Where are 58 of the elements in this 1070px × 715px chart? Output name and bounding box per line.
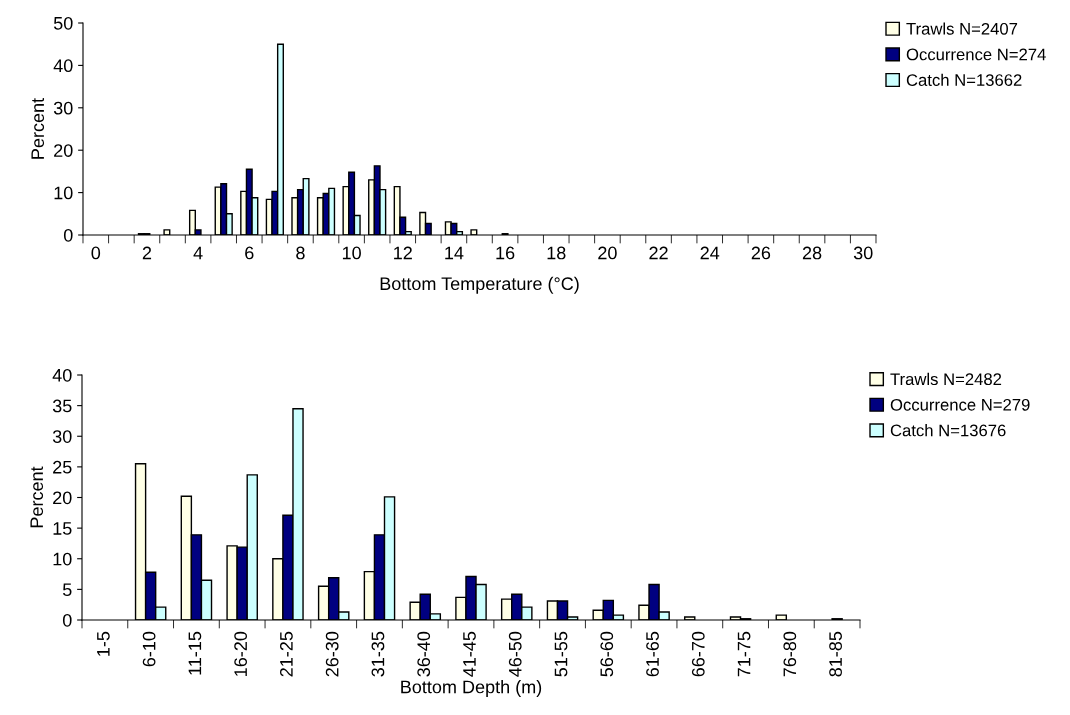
legend-label: Trawls N=2407	[906, 22, 1018, 35]
y-axis-title: Percent	[31, 98, 45, 159]
x-tick-label: 8	[296, 246, 305, 260]
y-tick-label: 20	[53, 491, 72, 505]
y-tick-label: 20	[54, 144, 73, 157]
x-tick-label: 16	[496, 246, 515, 260]
x-tick-label: 2	[142, 246, 152, 260]
y-tick-label: 15	[53, 522, 72, 535]
x-tick-label: 46-50	[508, 631, 522, 677]
y-tick-label: 5	[62, 583, 72, 597]
y-tick-label: 30	[53, 101, 73, 115]
x-tick-label: 36-40	[417, 631, 431, 677]
x-tick-label: 26-30	[325, 631, 339, 677]
x-tick-label: 12	[394, 246, 412, 260]
x-tick-label: 51-55	[554, 631, 568, 677]
x-tick-label: 71-75	[737, 631, 751, 677]
x-tick-label: 1-5	[97, 631, 110, 656]
legend-label: Catch N=13676	[890, 424, 1006, 437]
y-tick-label: 0	[63, 228, 73, 242]
x-tick-label: 14	[445, 246, 464, 260]
x-tick-label: 20	[598, 246, 617, 260]
x-axis-title: Bottom Depth (m)	[401, 680, 542, 697]
x-tick-label: 24	[700, 246, 720, 260]
x-tick-label: 31-35	[371, 631, 385, 677]
x-tick-label: 66-70	[691, 631, 705, 677]
y-tick-label: 40	[53, 59, 73, 73]
x-tick-label: 6	[245, 246, 254, 260]
x-tick-label: 18	[547, 246, 566, 260]
y-tick-label: 30	[52, 430, 72, 443]
y-tick-label: 25	[53, 460, 72, 474]
x-tick-label: 22	[649, 246, 668, 260]
legend-label: Trawls N=2482	[890, 372, 1002, 386]
x-tick-label: 30	[853, 246, 873, 260]
y-tick-label: 0	[62, 613, 72, 627]
legend-label: Occurrence N=274	[906, 48, 1046, 61]
x-tick-label: 0	[91, 246, 101, 260]
x-tick-label: 56-60	[600, 631, 614, 677]
x-tick-label: 26	[751, 246, 771, 260]
x-tick-label: 16-20	[234, 631, 248, 676]
x-tick-label: 81-85	[829, 631, 842, 677]
legend-label: Catch N=13662	[906, 73, 1022, 86]
x-axis-title: Bottom Temperature (°C)	[380, 276, 579, 294]
y-tick-label: 35	[52, 399, 72, 413]
x-tick-label: 21-25	[280, 631, 293, 677]
y-tick-label: 10	[54, 186, 73, 200]
x-tick-label: 28	[802, 246, 822, 260]
x-tick-label: 6-10	[142, 631, 156, 667]
x-tick-label: 61-65	[646, 631, 659, 677]
y-axis-title: Percent	[30, 466, 44, 528]
x-tick-label: 10	[342, 246, 361, 260]
x-tick-label: 76-80	[783, 631, 797, 677]
y-tick-label: 40	[52, 368, 72, 382]
x-tick-label: 4	[193, 246, 203, 260]
x-tick-label: 11-15	[188, 631, 202, 675]
y-tick-label: 10	[53, 552, 72, 566]
y-tick-label: 50	[53, 16, 73, 30]
x-tick-label: 41-45	[463, 631, 476, 677]
legend-label: Occurrence N=279	[890, 398, 1030, 411]
